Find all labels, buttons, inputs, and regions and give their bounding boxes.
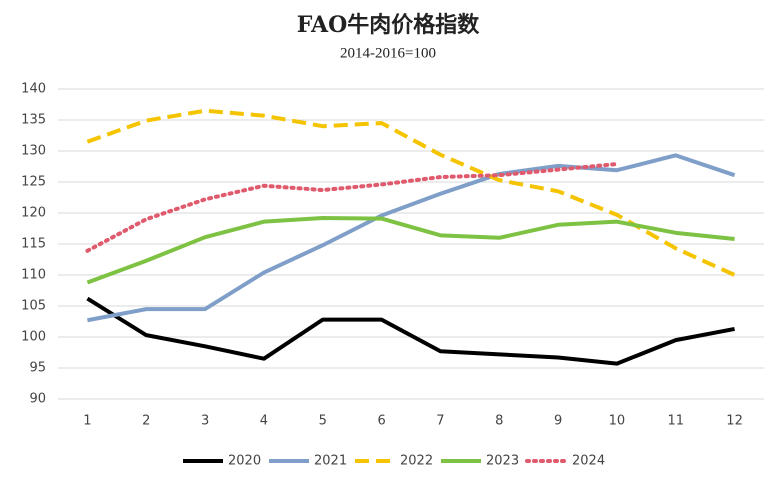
x-tick-label: 8 <box>495 414 503 429</box>
series-line <box>87 153 736 323</box>
series-line <box>85 162 619 253</box>
x-tick-label: 7 <box>436 414 444 429</box>
y-tick-label: 130 <box>21 144 46 159</box>
x-tick-label: 1 <box>83 414 91 429</box>
legend-label: 2020 <box>228 454 261 469</box>
y-tick-label: 100 <box>21 330 46 345</box>
series-line <box>86 215 735 285</box>
y-tick-label: 110 <box>21 268 46 283</box>
chart-title: FAO牛肉价格指数 <box>297 12 481 38</box>
x-tick-label: 3 <box>201 414 209 429</box>
legend-label: 2024 <box>572 454 605 469</box>
x-tick-label: 4 <box>260 414 268 429</box>
x-tick-label: 12 <box>726 414 743 429</box>
y-tick-label: 140 <box>21 82 46 97</box>
chart-subtitle: 2014-2016=100 <box>340 45 436 61</box>
x-tick-label: 11 <box>667 414 684 429</box>
legend-label: 2021 <box>314 454 347 469</box>
x-tick-label: 2 <box>142 414 150 429</box>
x-tick-label: 9 <box>554 414 562 429</box>
y-tick-label: 115 <box>21 237 46 252</box>
x-tick-label: 5 <box>319 414 327 429</box>
series-line <box>86 108 736 277</box>
y-tick-label: 105 <box>21 299 46 314</box>
y-tick-label: 120 <box>21 206 46 221</box>
y-tick-label: 95 <box>29 361 46 376</box>
x-tick-label: 10 <box>609 414 626 429</box>
y-tick-label: 125 <box>21 175 46 190</box>
legend-label: 2022 <box>400 454 433 469</box>
y-tick-label: 135 <box>21 113 46 128</box>
y-tick-label: 90 <box>29 392 46 407</box>
legend-label: 2023 <box>486 454 519 469</box>
series-line <box>86 296 735 366</box>
x-tick-label: 6 <box>377 414 385 429</box>
